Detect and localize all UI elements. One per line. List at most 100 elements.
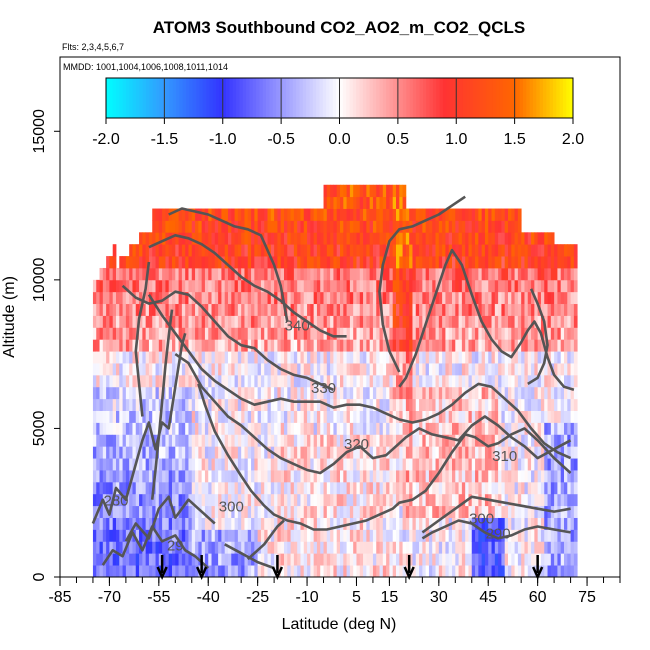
heatmap-cell xyxy=(280,208,285,221)
heatmap-cell xyxy=(145,493,150,507)
colorbar-segment xyxy=(302,78,307,118)
heatmap-cell xyxy=(204,410,209,423)
heatmap-cell xyxy=(389,291,394,305)
heatmap-cell xyxy=(330,517,334,530)
heatmap-cell xyxy=(366,196,371,209)
heatmap-cell xyxy=(247,529,252,542)
heatmap-cell xyxy=(178,267,183,281)
heatmap-cell xyxy=(471,493,476,507)
heatmap-cell xyxy=(145,505,150,518)
heatmap-cell xyxy=(139,244,143,257)
heatmap-cell xyxy=(313,232,318,245)
colorbar-segment xyxy=(519,78,524,118)
heatmap-cell xyxy=(382,386,387,400)
heatmap-cell xyxy=(158,386,163,400)
heatmap-cell xyxy=(442,446,446,459)
heatmap-cell xyxy=(534,327,539,340)
heatmap-cell xyxy=(517,434,522,447)
heatmap-cell xyxy=(353,422,357,435)
heatmap-cell xyxy=(267,541,272,554)
heatmap-cell xyxy=(96,374,100,388)
heatmap-cell xyxy=(307,529,311,542)
heatmap-cell xyxy=(461,422,466,435)
heatmap-cell xyxy=(195,363,199,376)
heatmap-cell xyxy=(445,458,450,471)
heatmap-cell xyxy=(267,517,272,530)
heatmap-cell xyxy=(191,374,196,388)
heatmap-cell xyxy=(428,505,433,518)
heatmap-cell xyxy=(254,374,259,388)
colorbar-segment xyxy=(476,78,480,118)
heatmap-cell xyxy=(201,553,206,566)
heatmap-cell xyxy=(290,565,295,578)
heatmap-cell xyxy=(158,315,163,328)
heatmap-cell xyxy=(132,256,137,269)
heatmap-cell xyxy=(251,434,255,447)
heatmap-cell xyxy=(484,291,489,305)
heatmap-cell xyxy=(284,220,288,233)
heatmap-cell xyxy=(458,398,463,411)
heatmap-cell xyxy=(524,386,529,400)
heatmap-cell xyxy=(234,374,239,388)
heatmap-cell xyxy=(284,256,288,269)
heatmap-cell xyxy=(389,398,394,411)
heatmap-cell xyxy=(99,279,104,293)
heatmap-cell xyxy=(478,244,483,257)
heatmap-cell xyxy=(211,386,216,400)
heatmap-cell xyxy=(244,363,249,376)
heatmap-cell xyxy=(498,374,502,388)
heatmap-cell xyxy=(247,446,252,459)
heatmap-cell xyxy=(564,505,568,518)
heatmap-cell xyxy=(224,339,229,352)
heatmap-cell xyxy=(544,505,548,518)
heatmap-cell xyxy=(336,493,341,507)
heatmap-cell xyxy=(284,291,288,305)
heatmap-cell xyxy=(359,267,364,281)
heatmap-cell xyxy=(303,208,308,221)
heatmap-cell xyxy=(428,470,433,483)
heatmap-cell xyxy=(422,244,427,257)
heatmap-cell xyxy=(419,410,423,423)
heatmap-cell xyxy=(264,410,268,423)
heatmap-cell xyxy=(524,351,529,364)
heatmap-cell xyxy=(172,374,176,388)
heatmap-cell xyxy=(560,327,565,340)
heatmap-cell xyxy=(340,232,344,245)
heatmap-cell xyxy=(412,398,417,411)
heatmap-cell xyxy=(313,327,318,340)
heatmap-cell xyxy=(122,422,127,435)
heatmap-cell xyxy=(475,446,479,459)
heatmap-cell xyxy=(274,315,278,328)
heatmap-cell xyxy=(376,339,380,352)
heatmap-cell xyxy=(346,220,351,233)
heatmap-cell xyxy=(531,434,535,447)
heatmap-cell xyxy=(204,315,209,328)
heatmap-cell xyxy=(195,303,199,316)
heatmap-cell xyxy=(386,220,390,233)
heatmap-cell xyxy=(92,434,97,447)
heatmap-cell xyxy=(537,422,542,435)
heatmap-cell xyxy=(303,339,308,352)
heatmap-cell xyxy=(560,315,565,328)
heatmap-cell xyxy=(254,493,259,507)
heatmap-cell xyxy=(343,422,347,435)
heatmap-cell xyxy=(106,386,110,400)
heatmap-cell xyxy=(175,279,179,293)
heatmap-cell xyxy=(99,446,104,459)
heatmap-cell xyxy=(514,446,519,459)
heatmap-cell xyxy=(567,267,571,281)
heatmap-cell xyxy=(106,315,110,328)
heatmap-cell xyxy=(481,351,486,364)
heatmap-cell xyxy=(389,315,394,328)
heatmap-cell xyxy=(570,315,575,328)
heatmap-cell xyxy=(442,232,446,245)
heatmap-cell xyxy=(231,291,235,305)
heatmap-cell xyxy=(132,553,137,566)
colorbar-tick-label: -1.0 xyxy=(209,131,237,148)
heatmap-cell xyxy=(218,244,222,257)
heatmap-cell xyxy=(508,374,512,388)
heatmap-cell xyxy=(307,517,311,530)
heatmap-cell xyxy=(567,256,571,269)
heatmap-cell xyxy=(376,386,380,400)
heatmap-cell xyxy=(445,244,450,257)
